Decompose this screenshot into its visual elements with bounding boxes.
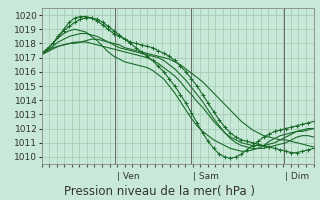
Text: | Sam: | Sam	[193, 172, 219, 181]
Text: Pression niveau de la mer( hPa ): Pression niveau de la mer( hPa )	[65, 185, 255, 198]
Text: | Ven: | Ven	[117, 172, 139, 181]
Text: | Dim: | Dim	[285, 172, 309, 181]
